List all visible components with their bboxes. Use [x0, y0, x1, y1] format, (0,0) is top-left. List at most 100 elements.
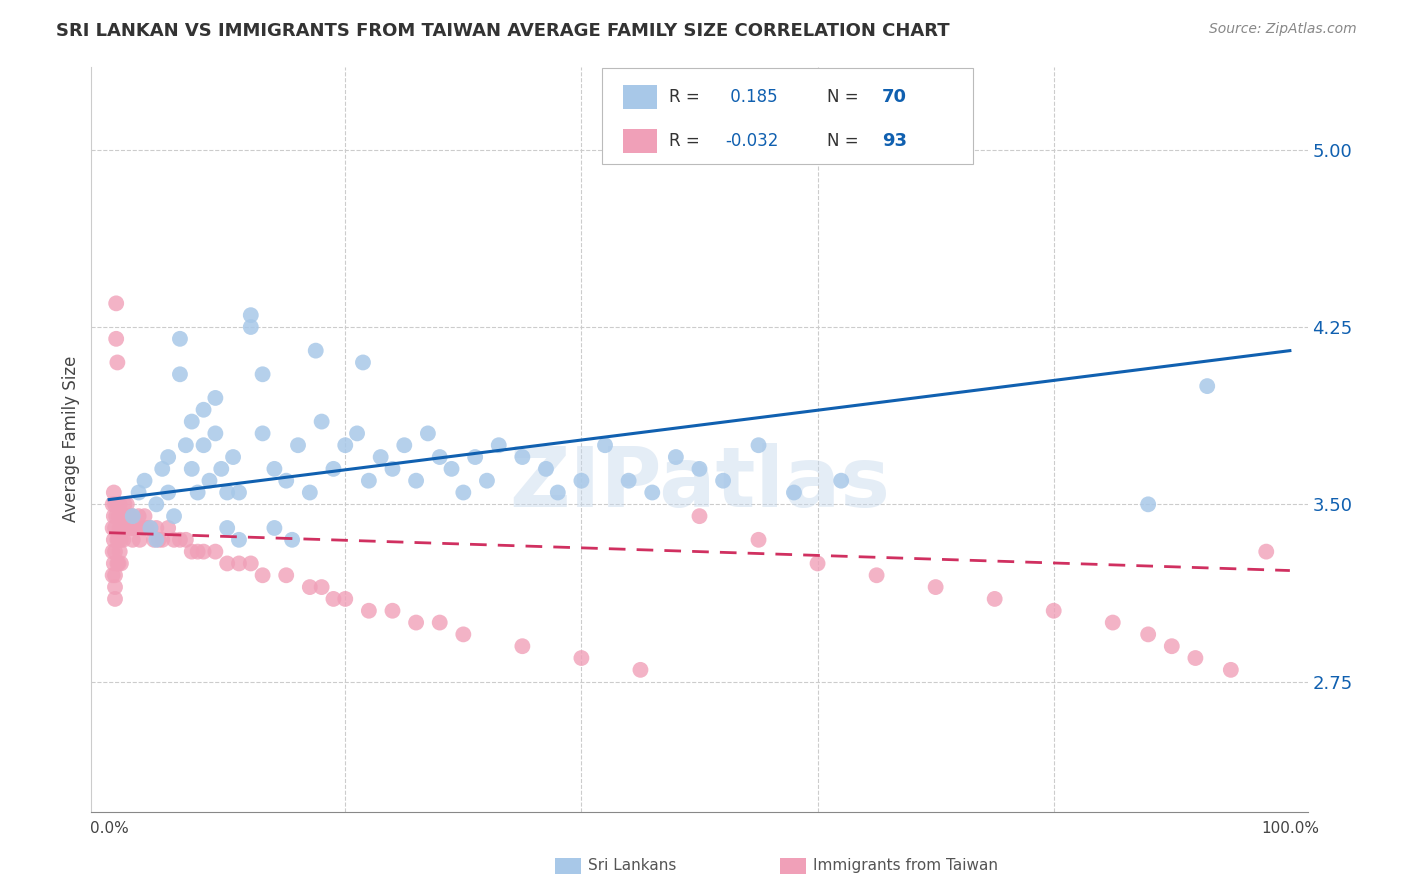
Point — [101, 521, 124, 535]
Point — [252, 368, 274, 382]
Point — [163, 509, 186, 524]
Point — [114, 497, 136, 511]
Point — [924, 580, 946, 594]
Point — [163, 533, 186, 547]
Text: R =: R = — [669, 132, 704, 150]
Point — [429, 615, 451, 630]
Point — [180, 544, 202, 558]
Point — [281, 533, 304, 547]
Point — [298, 485, 321, 500]
Point — [464, 450, 486, 464]
Point — [217, 485, 239, 500]
FancyBboxPatch shape — [623, 128, 657, 153]
Point — [263, 521, 285, 535]
Point — [228, 533, 250, 547]
Point — [108, 521, 131, 535]
Point — [783, 485, 806, 500]
Point — [641, 485, 664, 500]
Point — [1137, 497, 1160, 511]
Point — [512, 450, 534, 464]
Point — [204, 391, 226, 405]
Point — [105, 557, 128, 571]
Point — [276, 568, 298, 582]
Point — [128, 509, 150, 524]
Point — [124, 521, 146, 535]
Point — [747, 533, 769, 547]
Point — [346, 426, 368, 441]
Point — [157, 521, 180, 535]
Point — [440, 462, 463, 476]
Point — [105, 533, 128, 547]
Point — [110, 509, 132, 524]
Point — [311, 415, 333, 429]
Point — [187, 485, 209, 500]
Point — [103, 509, 125, 524]
Point — [169, 332, 191, 346]
Point — [134, 474, 156, 488]
Point — [105, 296, 128, 310]
Point — [287, 438, 309, 452]
Point — [105, 509, 128, 524]
Point — [108, 497, 131, 511]
Point — [1101, 615, 1123, 630]
Point — [322, 591, 344, 606]
Point — [630, 663, 652, 677]
Point — [222, 450, 245, 464]
Point — [305, 343, 328, 358]
Point — [117, 509, 139, 524]
Point — [180, 415, 202, 429]
Point — [311, 580, 333, 594]
Point — [150, 462, 173, 476]
Text: -0.032: -0.032 — [725, 132, 779, 150]
Point — [107, 533, 129, 547]
Point — [148, 533, 170, 547]
Point — [689, 462, 711, 476]
Point — [1184, 651, 1206, 665]
Text: 70: 70 — [882, 87, 907, 106]
Point — [104, 497, 127, 511]
Point — [352, 355, 374, 369]
Text: ZIPatlas: ZIPatlas — [509, 443, 890, 524]
Point — [370, 450, 392, 464]
Point — [104, 591, 127, 606]
Point — [105, 497, 128, 511]
Point — [453, 627, 475, 641]
Point — [104, 568, 127, 582]
Point — [711, 474, 734, 488]
Text: SRI LANKAN VS IMMIGRANTS FROM TAIWAN AVERAGE FAMILY SIZE CORRELATION CHART: SRI LANKAN VS IMMIGRANTS FROM TAIWAN AVE… — [56, 22, 950, 40]
Point — [121, 521, 143, 535]
Point — [193, 438, 215, 452]
Point — [139, 521, 162, 535]
Point — [276, 474, 298, 488]
Point — [209, 462, 232, 476]
Point — [107, 557, 129, 571]
Point — [571, 474, 593, 488]
Point — [120, 509, 142, 524]
Point — [121, 509, 143, 524]
Point — [405, 474, 427, 488]
Point — [617, 474, 640, 488]
Point — [121, 533, 143, 547]
Point — [193, 544, 215, 558]
Point — [394, 438, 416, 452]
Point — [335, 591, 357, 606]
Point — [547, 485, 569, 500]
Point — [488, 438, 510, 452]
Point — [689, 509, 711, 524]
Point — [187, 544, 209, 558]
Point — [174, 533, 197, 547]
Point — [112, 533, 135, 547]
Text: Sri Lankans: Sri Lankans — [588, 858, 676, 872]
Point — [121, 509, 143, 524]
Text: 0.185: 0.185 — [725, 87, 778, 106]
Point — [830, 474, 852, 488]
Point — [198, 474, 221, 488]
Point — [747, 438, 769, 452]
Point — [134, 509, 156, 524]
Point — [263, 462, 285, 476]
Point — [239, 308, 262, 322]
Point — [1160, 639, 1182, 653]
Point — [128, 485, 150, 500]
Point — [1256, 544, 1278, 558]
Point — [169, 533, 191, 547]
